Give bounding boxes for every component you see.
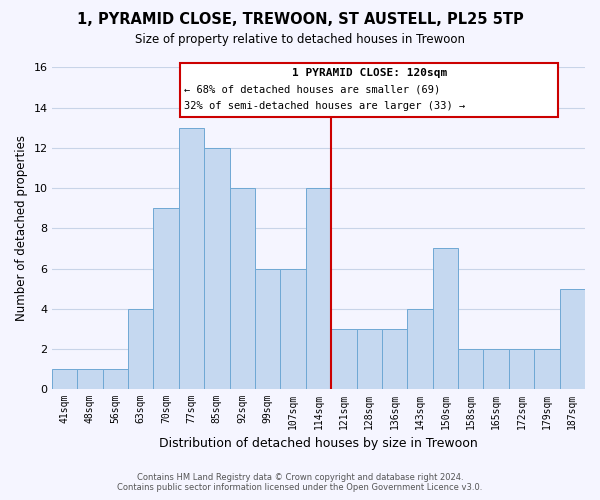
Bar	[230, 188, 255, 389]
Bar	[458, 349, 484, 389]
Bar	[280, 268, 306, 389]
Bar	[255, 268, 280, 389]
Bar	[154, 208, 179, 389]
X-axis label: Distribution of detached houses by size in Trewoon: Distribution of detached houses by size …	[159, 437, 478, 450]
Text: Contains HM Land Registry data © Crown copyright and database right 2024.
Contai: Contains HM Land Registry data © Crown c…	[118, 473, 482, 492]
Bar	[331, 329, 356, 389]
FancyBboxPatch shape	[180, 64, 559, 116]
Text: Size of property relative to detached houses in Trewoon: Size of property relative to detached ho…	[135, 32, 465, 46]
Bar	[509, 349, 534, 389]
Bar	[77, 369, 103, 389]
Bar	[306, 188, 331, 389]
Text: 1, PYRAMID CLOSE, TREWOON, ST AUSTELL, PL25 5TP: 1, PYRAMID CLOSE, TREWOON, ST AUSTELL, P…	[77, 12, 523, 28]
Bar	[52, 369, 77, 389]
Bar	[382, 329, 407, 389]
Bar	[204, 148, 230, 389]
Bar	[356, 329, 382, 389]
Bar	[484, 349, 509, 389]
Text: ← 68% of detached houses are smaller (69): ← 68% of detached houses are smaller (69…	[184, 84, 440, 94]
Y-axis label: Number of detached properties: Number of detached properties	[15, 136, 28, 322]
Bar	[560, 288, 585, 389]
Text: 32% of semi-detached houses are larger (33) →: 32% of semi-detached houses are larger (…	[184, 100, 465, 110]
Text: 1 PYRAMID CLOSE: 120sqm: 1 PYRAMID CLOSE: 120sqm	[292, 68, 447, 78]
Bar	[179, 128, 204, 389]
Bar	[128, 309, 154, 389]
Bar	[407, 309, 433, 389]
Bar	[103, 369, 128, 389]
Bar	[433, 248, 458, 389]
Bar	[534, 349, 560, 389]
